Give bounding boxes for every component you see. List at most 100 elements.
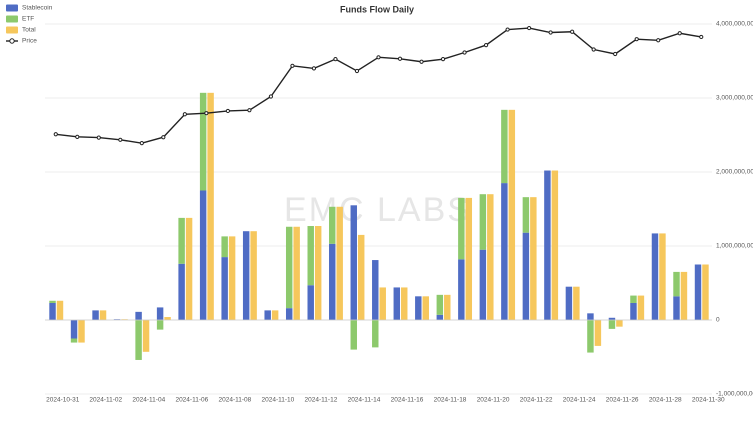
x-tick-label: 2024-11-22 xyxy=(520,397,553,404)
bar xyxy=(651,233,659,320)
bar xyxy=(156,307,164,320)
price-point xyxy=(376,55,381,60)
price-point xyxy=(419,59,424,64)
bar xyxy=(379,287,386,320)
price-point xyxy=(634,37,639,42)
y-tick-label: 1,000,000,000 xyxy=(716,243,753,250)
price-point xyxy=(570,29,575,34)
price-point xyxy=(182,112,187,117)
bar xyxy=(694,264,702,320)
bar xyxy=(436,294,444,315)
price-point xyxy=(268,94,274,99)
bar xyxy=(372,320,379,348)
bar xyxy=(436,314,444,320)
x-tick-label: 2024-11-28 xyxy=(649,397,682,404)
x-tick-label: 2024-11-08 xyxy=(218,397,251,404)
bar xyxy=(350,205,357,320)
price-point xyxy=(483,42,489,48)
bar xyxy=(401,287,408,320)
bar xyxy=(479,194,487,250)
price-point xyxy=(613,51,618,57)
bar xyxy=(99,310,107,320)
bar xyxy=(422,296,429,320)
bar xyxy=(501,183,508,320)
bar xyxy=(250,231,257,320)
bar xyxy=(164,317,171,320)
price-point xyxy=(53,132,58,137)
x-tick-label: 2024-11-26 xyxy=(606,397,639,404)
bar xyxy=(616,320,623,327)
y-tick-label: 3,000,000,000 xyxy=(716,95,753,102)
price-point xyxy=(75,134,80,139)
bar xyxy=(242,231,250,320)
bar xyxy=(49,302,56,320)
price-point xyxy=(677,31,682,36)
bar xyxy=(135,311,142,320)
bar xyxy=(293,226,300,320)
price-point xyxy=(699,34,704,40)
price-point xyxy=(204,111,209,116)
price-point xyxy=(161,135,166,140)
price-point xyxy=(527,25,532,31)
bar xyxy=(178,263,185,320)
x-tick-label: 2024-11-16 xyxy=(391,397,424,404)
bar xyxy=(336,206,343,320)
bar xyxy=(465,197,473,320)
price-point xyxy=(118,137,123,142)
bar xyxy=(307,285,314,320)
bar xyxy=(702,264,709,320)
bar xyxy=(372,260,379,320)
bar xyxy=(156,320,164,330)
bar xyxy=(271,310,279,320)
legend-label: ETF xyxy=(22,16,34,23)
price-point xyxy=(397,56,403,61)
bar xyxy=(49,300,56,303)
bar xyxy=(92,310,99,320)
price-point xyxy=(139,141,144,146)
bar xyxy=(207,92,214,320)
bar xyxy=(522,232,530,320)
x-tick-label: 2024-11-14 xyxy=(348,397,381,404)
bar xyxy=(565,286,573,320)
x-tick-label: 2024-11-06 xyxy=(175,397,208,404)
bar xyxy=(479,249,487,320)
x-tick-label: 2024-11-30 xyxy=(692,397,725,404)
bar xyxy=(458,259,465,320)
bar xyxy=(530,197,537,320)
x-tick-label: 2024-10-31 xyxy=(46,397,80,404)
bar xyxy=(587,320,594,353)
bar xyxy=(70,338,78,343)
bar xyxy=(587,313,594,320)
bar xyxy=(673,271,680,297)
legend-label: Stablecoin xyxy=(22,5,53,12)
bar xyxy=(659,233,666,320)
bar xyxy=(199,190,207,320)
y-tick-label: 0 xyxy=(716,317,720,324)
x-tick-label: 2024-11-24 xyxy=(563,397,596,404)
bar xyxy=(56,300,64,320)
bar xyxy=(444,294,451,320)
legend-swatch xyxy=(6,15,18,23)
bar xyxy=(487,194,494,320)
bar xyxy=(608,317,616,320)
bar xyxy=(142,320,150,352)
bar xyxy=(78,320,85,343)
bar xyxy=(522,197,530,233)
legend-swatch xyxy=(6,4,18,12)
price-point xyxy=(354,68,360,74)
bar xyxy=(501,109,508,184)
price-point xyxy=(96,135,101,140)
bar xyxy=(329,243,336,320)
bar xyxy=(70,320,78,339)
y-tick-label: 2,000,000,000 xyxy=(716,169,753,176)
bar xyxy=(135,320,142,360)
x-tick-label: 2024-11-18 xyxy=(434,397,467,404)
bar xyxy=(393,287,401,320)
price-point xyxy=(462,50,467,55)
watermark: EMC LABS xyxy=(284,191,472,229)
bar xyxy=(673,296,680,320)
bar xyxy=(285,308,293,320)
bar xyxy=(264,310,271,320)
price-point xyxy=(591,47,596,52)
